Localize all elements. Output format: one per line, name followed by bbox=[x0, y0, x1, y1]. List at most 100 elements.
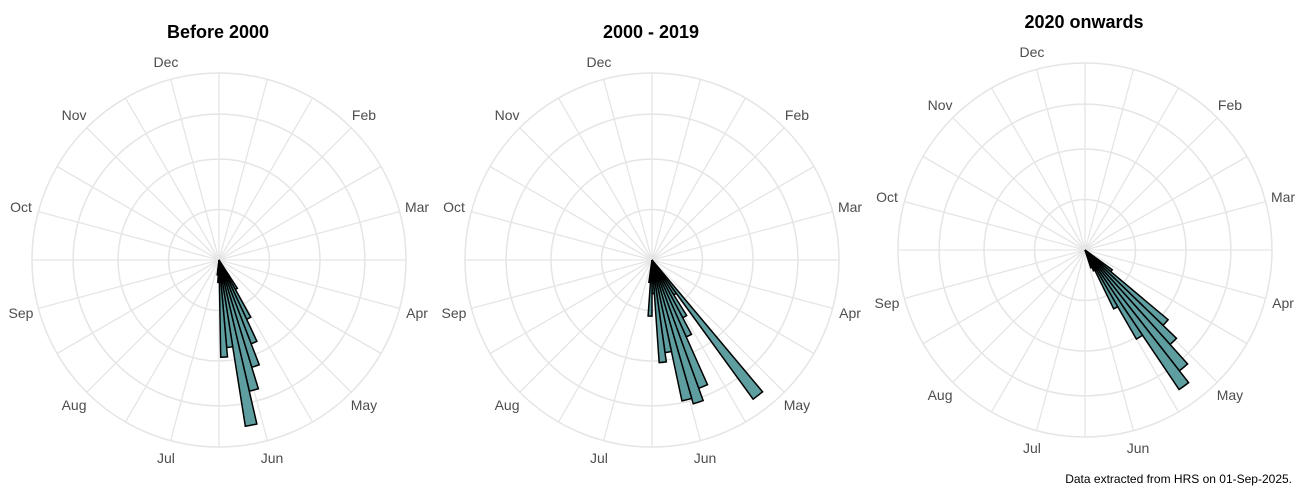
grid-spoke bbox=[218, 259, 400, 310]
bars bbox=[1084, 249, 1190, 391]
grid-spoke bbox=[218, 259, 352, 393]
grid-spoke bbox=[1084, 249, 1248, 345]
grid-spoke bbox=[169, 259, 220, 441]
grid-spoke bbox=[904, 200, 1086, 251]
grid-spoke bbox=[1084, 69, 1135, 251]
polar-panel-2020-onwards: Feb Mar Apr May Jun Jul Aug Sep Oct Nov Dec 2020 on… bbox=[875, 12, 1296, 456]
bar-jun bbox=[651, 259, 764, 401]
grid-spoke bbox=[651, 259, 815, 355]
grid-spoke bbox=[602, 79, 653, 261]
grid-spoke bbox=[471, 259, 653, 310]
grid-spoke bbox=[651, 97, 747, 261]
month-label-sep: Sep bbox=[9, 305, 34, 321]
grid-spoke bbox=[602, 259, 653, 441]
grid-spoke bbox=[990, 249, 1086, 413]
polar-panel-2000-2019: Feb Mar Apr May Jun Jul Aug Sep Oct Nov Dec 2000 - … bbox=[442, 22, 863, 466]
month-label-apr: Apr bbox=[406, 305, 428, 321]
grid-spoke bbox=[1084, 249, 1266, 300]
month-label-aug: Aug bbox=[928, 387, 953, 403]
month-label-apr: Apr bbox=[839, 305, 861, 321]
grid-spoke bbox=[651, 79, 702, 261]
month-label-feb: Feb bbox=[785, 107, 809, 123]
bar-jun bbox=[1084, 249, 1144, 341]
bar-jun bbox=[1084, 249, 1119, 310]
bar-jul bbox=[651, 259, 668, 364]
grid-spoke bbox=[904, 249, 1086, 300]
month-label-dec: Dec bbox=[586, 54, 611, 70]
month-label-may: May bbox=[1217, 387, 1243, 403]
grid-spoke bbox=[1035, 69, 1086, 251]
month-label-feb: Feb bbox=[1218, 97, 1242, 113]
grid-spoke bbox=[56, 259, 220, 355]
grid-spoke bbox=[489, 259, 653, 355]
panel-title: 2000 - 2019 bbox=[603, 22, 699, 42]
grid-spoke bbox=[557, 97, 653, 261]
grid-spoke bbox=[124, 97, 220, 261]
month-label-aug: Aug bbox=[62, 397, 87, 413]
grid-spoke bbox=[38, 210, 220, 261]
grid-spoke bbox=[218, 210, 400, 261]
grid-spoke bbox=[1035, 249, 1086, 431]
grid-spoke bbox=[651, 210, 833, 261]
grid-spoke bbox=[489, 165, 653, 261]
month-label-apr: Apr bbox=[1272, 295, 1294, 311]
grid-spoke bbox=[218, 165, 382, 261]
grid-spoke bbox=[56, 165, 220, 261]
grid-spoke bbox=[990, 87, 1086, 251]
grid-spoke bbox=[218, 97, 314, 261]
month-label-mar: Mar bbox=[838, 199, 862, 215]
bar-jun bbox=[1084, 249, 1189, 372]
month-label-sep: Sep bbox=[875, 295, 900, 311]
month-label-feb: Feb bbox=[352, 107, 376, 123]
grid-spoke bbox=[651, 127, 785, 261]
bar-jul bbox=[1084, 249, 1093, 269]
polar-grid bbox=[897, 62, 1273, 438]
grid-spoke bbox=[124, 259, 220, 423]
month-labels: Feb Mar Apr May Jun Jul Aug Sep Oct Nov Dec bbox=[442, 54, 863, 466]
grid-spoke bbox=[952, 249, 1086, 383]
grid-spoke bbox=[1084, 249, 1135, 431]
grid-spoke bbox=[952, 117, 1086, 251]
month-label-oct: Oct bbox=[443, 199, 465, 215]
bar-jul bbox=[648, 259, 653, 284]
grid-spoke bbox=[519, 127, 653, 261]
data-source-caption: Data extracted from HRS on 01-Sep-2025. bbox=[1065, 472, 1292, 486]
month-label-jun: Jun bbox=[1127, 440, 1150, 456]
grid-spoke bbox=[1084, 117, 1218, 251]
grid-spoke bbox=[519, 259, 653, 393]
grid-spoke bbox=[922, 155, 1086, 251]
month-label-nov: Nov bbox=[62, 107, 87, 123]
month-label-oct: Oct bbox=[10, 199, 32, 215]
panel-title: Before 2000 bbox=[167, 22, 269, 42]
grid-spoke bbox=[922, 249, 1086, 345]
month-label-jul: Jul bbox=[590, 450, 608, 466]
month-label-jun: Jun bbox=[261, 450, 284, 466]
month-label-oct: Oct bbox=[876, 189, 898, 205]
bars bbox=[647, 259, 764, 405]
month-label-dec: Dec bbox=[1019, 44, 1044, 60]
panel-title: 2020 onwards bbox=[1024, 12, 1143, 32]
grid-spoke bbox=[557, 259, 653, 423]
month-label-jul: Jul bbox=[1023, 440, 1041, 456]
month-label-dec: Dec bbox=[153, 54, 178, 70]
month-label-nov: Nov bbox=[928, 97, 953, 113]
grid-spoke bbox=[651, 259, 785, 393]
grid-spoke bbox=[86, 259, 220, 393]
grid-spoke bbox=[86, 127, 220, 261]
grid-spoke bbox=[218, 127, 352, 261]
grid-spoke bbox=[651, 259, 833, 310]
month-label-aug: Aug bbox=[495, 397, 520, 413]
bar-jul bbox=[216, 259, 220, 276]
grid-spoke bbox=[218, 259, 382, 355]
month-labels: Feb Mar Apr May Jun Jul Aug Sep Oct Nov Dec bbox=[875, 44, 1296, 456]
grid-spoke bbox=[1084, 155, 1248, 251]
bar-jul bbox=[218, 259, 258, 428]
bar-jun bbox=[651, 259, 705, 405]
grid-spoke bbox=[471, 210, 653, 261]
polar-grid bbox=[464, 72, 840, 448]
grid-spoke bbox=[1084, 87, 1180, 251]
grid-spoke bbox=[169, 79, 220, 261]
month-label-may: May bbox=[784, 397, 810, 413]
month-label-mar: Mar bbox=[1271, 189, 1295, 205]
